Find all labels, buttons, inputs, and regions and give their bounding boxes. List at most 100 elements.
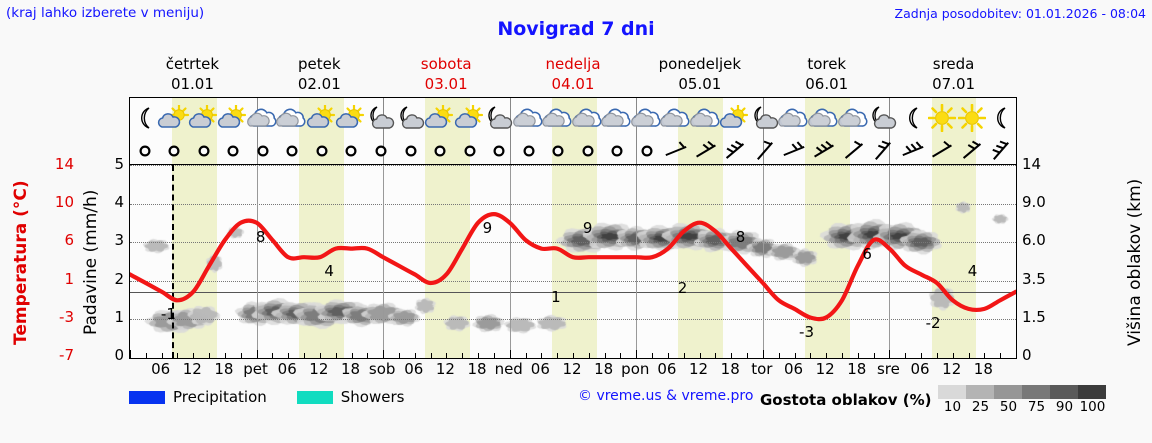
gridline-horizontal (130, 358, 1016, 359)
wind-calm-circle (425, 137, 455, 164)
weather-icon-cloud (542, 98, 573, 137)
wind-barb (868, 137, 898, 164)
x-axis-tick (573, 353, 574, 358)
x-tick-label: 18 (594, 360, 614, 378)
weather-icon-moon-cloud (484, 98, 514, 137)
day-separator (762, 165, 764, 358)
cloud-density-swatch (966, 385, 995, 399)
weather-icon-sun-cloud (454, 98, 485, 137)
x-axis-tick (699, 353, 701, 358)
x-axis-tick (493, 353, 495, 358)
wind-calm-circle (307, 137, 337, 164)
x-axis-tick (762, 350, 764, 358)
x-axis-tick (256, 350, 258, 358)
x-tick-label: 18 (467, 360, 487, 378)
weather-icon-cloud (660, 98, 692, 137)
x-axis-tick (936, 353, 938, 358)
daylight-band (678, 137, 724, 164)
weather-icon-moon (130, 98, 160, 137)
x-tick-label: 12 (689, 360, 709, 378)
cloud-density-swatch (994, 385, 1023, 399)
day-header-4: nedelja 04.01 (510, 54, 637, 96)
weather-icon-sun-cloud (424, 98, 455, 137)
wind-barb (691, 137, 721, 164)
day-header-6: torek 06.01 (763, 54, 890, 96)
precipitation-swatch (129, 390, 165, 404)
wind-calm-circle (219, 137, 249, 164)
weather-icon-moon-cloud (396, 98, 426, 137)
day-separator (762, 137, 764, 164)
x-axis-tick (1000, 353, 1002, 358)
weather-icon-cloud (571, 98, 603, 137)
x-axis-tick (652, 353, 654, 358)
cloud-density-legend: Gostota oblakov (%) 10 25 50 75 90 100 (760, 385, 1107, 415)
x-axis-tick (446, 353, 448, 358)
weather-icon-cloud (512, 98, 544, 137)
wind-calm-circle (484, 137, 514, 164)
x-axis-tick (984, 353, 986, 358)
wind-band-layer (130, 137, 1016, 164)
cloud-density-tick-label: 75 (1027, 399, 1046, 415)
x-tick-label: pon (621, 360, 650, 378)
menu-hint-text: (kraj lahko izberete v meniju) (6, 5, 205, 21)
x-axis-tick (304, 353, 306, 358)
temperature-value-label: 9 (482, 219, 493, 238)
temperature-axis-ticks: 14 10 6 1 -3 -7 (30, 155, 74, 364)
x-axis-tick (889, 350, 891, 358)
x-tick-label: ned (494, 360, 523, 378)
x-axis-tick (747, 353, 749, 358)
temperature-value-label: 8 (255, 227, 266, 246)
x-axis-tick (240, 353, 242, 358)
temperature-tick: -3 (59, 307, 74, 326)
weather-icon-cloud (630, 98, 662, 137)
x-tick-label: 12 (435, 360, 455, 378)
weather-icon-moon-cloud (750, 98, 780, 137)
x-axis-tick (810, 353, 812, 358)
x-axis-tick (715, 353, 717, 358)
x-axis-tick (525, 353, 527, 358)
cloudheight-tick: 3.5 (1022, 269, 1046, 288)
page-title: Novigrad 7 dni (497, 18, 655, 40)
cloud-density-swatch (938, 385, 967, 399)
wind-barb (957, 137, 987, 164)
wind-calm-circle (455, 137, 485, 164)
wind-barb (721, 137, 751, 164)
temperature-tick: -7 (59, 346, 74, 364)
cloud-density-tick-label: 50 (999, 399, 1018, 415)
cloud-density-swatch (1050, 385, 1079, 399)
day-header-row: četrtek 01.01 petek 02.01 sobota 03.01 nedelja… (129, 54, 1017, 96)
x-axis-tick (905, 353, 907, 358)
wind-barb (927, 137, 957, 164)
day-name: sreda (932, 55, 975, 73)
temperature-value-label: 4 (967, 262, 978, 281)
x-axis-tick (414, 353, 416, 358)
x-tick-label: 12 (182, 360, 202, 378)
x-axis-tick (731, 353, 733, 358)
cloudheight-tick: 14 (1022, 155, 1042, 173)
temperature-tick: 1 (64, 269, 74, 288)
day-header-2: petek 02.01 (256, 54, 383, 96)
gridline-horizontal (130, 165, 1016, 166)
day-header-1: četrtek 01.01 (129, 54, 256, 96)
precipitation-axis-ticks: 5 4 3 2 1 0 (102, 155, 124, 364)
wind-calm-circle (603, 137, 633, 164)
x-axis-tick (921, 353, 923, 358)
credit-link[interactable]: © vreme.us & vreme.pro (578, 388, 754, 404)
x-axis-tick (288, 353, 290, 358)
wind-calm-circle (366, 137, 396, 164)
x-axis-tick-labels: 06 12 18 pet 06 12 18 sob 06 12 18 ned 06 12 18 pon 06 12… (129, 360, 1017, 380)
cloud-density-tick-label: 10 (943, 399, 962, 415)
weather-icon-moon (898, 98, 928, 137)
x-tick-label: 06 (530, 360, 550, 378)
x-axis-tick (683, 353, 685, 358)
cloud-density-scale: 10 25 50 75 90 100 (938, 385, 1107, 415)
wind-calm-circle (514, 137, 544, 164)
x-axis-tick (636, 350, 638, 358)
day-date: 06.01 (805, 75, 849, 93)
day-separator (256, 137, 258, 164)
weather-icon-sun-cloud (306, 98, 337, 137)
cloud-density-tick-label: 90 (1055, 399, 1074, 415)
weather-icon-row (130, 98, 1016, 137)
day-name: torek (807, 55, 847, 73)
